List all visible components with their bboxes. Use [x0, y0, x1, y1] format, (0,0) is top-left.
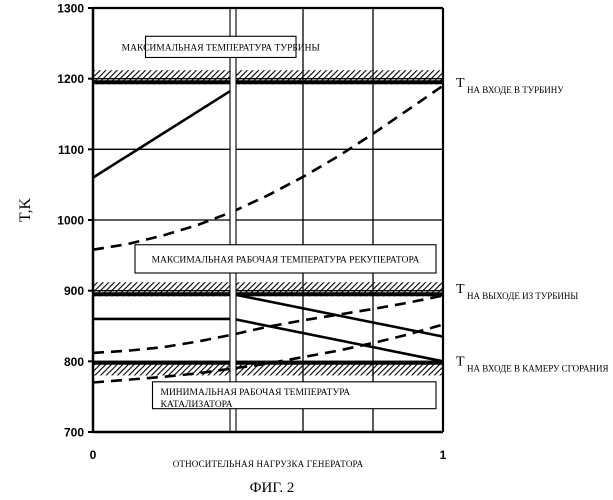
series-label-subscript: НА ВХОДЕ В ТУРБИНУ	[467, 85, 564, 95]
axis-break-gap	[230, 8, 236, 432]
limit-label-boxes: МАКСИМАЛЬНАЯ ТЕМПЕРАТУРА ТУРБИНЫ МАКСИМАЛ…	[122, 36, 436, 410]
y-tick-label: 900	[64, 284, 84, 298]
x-axis-label: ОТНОСИТЕЛЬНАЯ НАГРУЗКА ГЕНЕРАТОРА	[173, 459, 364, 469]
y-tick-label: 800	[64, 355, 84, 369]
limit-label-text: МАКСИМАЛЬНАЯ РАБОЧАЯ ТЕМПЕРАТУРА РЕКУПЕР…	[152, 255, 420, 265]
y-tick-label: 1100	[58, 143, 84, 157]
series-label-symbol: T	[456, 282, 465, 297]
figure-caption: ФИГ. 2	[250, 480, 295, 496]
series-dashed-line	[93, 296, 443, 353]
x-tick-label: 1	[440, 448, 447, 462]
y-axis-label: T,K	[17, 197, 34, 222]
series-dashed-line	[93, 86, 443, 250]
y-tick-label: 700	[64, 426, 84, 440]
y-tick-label: 1300	[57, 2, 84, 16]
y-tick-label: 1000	[57, 214, 84, 228]
limit-bands	[93, 70, 443, 375]
series-label-subscript: НА ВХОДЕ В КАМЕРУ СГОРАНИЯ	[467, 364, 609, 374]
limit-label-text: МАКСИМАЛЬНАЯ ТЕМПЕРАТУРА ТУРБИНЫ	[122, 43, 320, 53]
series-solid-line	[93, 89, 233, 177]
limit-label-text: КАТАЛИЗАТОРА	[161, 400, 233, 410]
series-label-symbol: T	[456, 76, 465, 91]
x-tick-label: 0	[90, 448, 97, 462]
limit-label-text: МИНИМАЛЬНАЯ РАБОЧАЯ ТЕМПЕРАТУРА	[161, 388, 351, 398]
series-solid-line	[233, 294, 443, 336]
series-label-subscript: НА ВЫХОДЕ ИЗ ТУРБИНЫ	[467, 291, 578, 301]
series-solid-line	[233, 319, 443, 361]
y-tick-label: 1200	[57, 72, 84, 86]
series-label-symbol: T	[456, 355, 465, 370]
